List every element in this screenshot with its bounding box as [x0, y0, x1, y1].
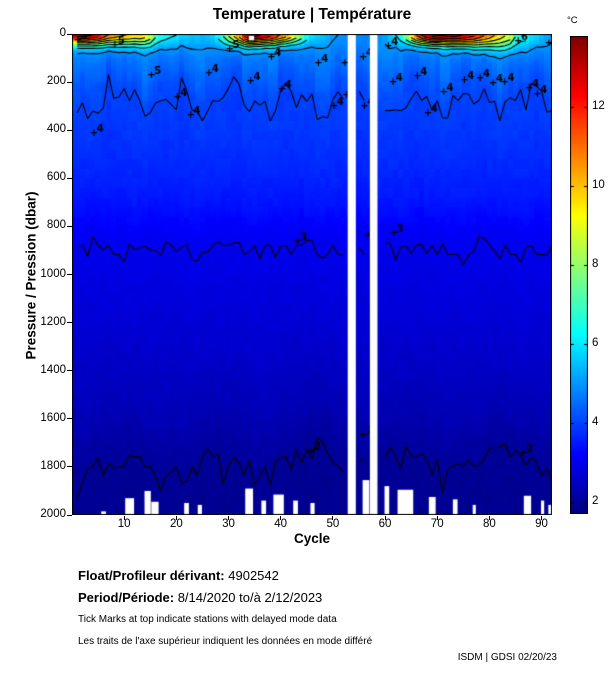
x-axis-tick-label: 90 [535, 518, 548, 530]
x-axis-tick [541, 516, 543, 520]
x-axis-tick [175, 516, 177, 520]
y-axis-tick-label: 1200 [40, 315, 66, 328]
colorbar-tick-label: 12 [592, 100, 605, 113]
y-axis-tick-label: 0 [59, 27, 66, 39]
x-axis-tick-label: 40 [274, 518, 288, 530]
x-axis-tick [123, 516, 125, 520]
x-axis-tick-label: 60 [378, 518, 392, 530]
float-id-line: Float/Profileur dérivant: 4902542 [78, 568, 279, 583]
y-axis-tick [67, 418, 72, 420]
chart-title: Temperature | Température [212, 6, 412, 23]
x-axis-tick [332, 516, 334, 520]
y-axis-tick [67, 177, 72, 179]
x-axis-tick-label: 20 [169, 518, 183, 530]
y-axis-tick-label: 1000 [40, 267, 66, 280]
x-axis-tick [488, 516, 490, 520]
y-axis-tick-label: 600 [46, 171, 66, 184]
x-axis-tick [436, 516, 438, 520]
y-axis-tick [67, 370, 72, 372]
temperature-heatmap [72, 34, 552, 515]
colorbar-tick-label: 10 [592, 179, 605, 192]
period-line: Period/Période: 8/14/2020 to/à 2/12/2023 [78, 590, 322, 605]
y-axis-tick-label: 400 [46, 123, 66, 136]
agency-credit: ISDM | GDSI 02/20/23 [457, 652, 557, 663]
y-axis-tick [67, 33, 72, 35]
float-id-value: 4902542 [228, 568, 279, 583]
x-axis-label: Cycle [293, 531, 331, 546]
x-axis-tick-label: 30 [222, 518, 235, 530]
period-value: 8/14/2020 to/à 2/12/2023 [177, 590, 323, 605]
colorbar-tick-label: 8 [592, 258, 599, 271]
y-axis-tick-label: 800 [46, 219, 66, 232]
x-axis-tick-label: 80 [482, 518, 496, 530]
y-axis-tick [67, 225, 72, 227]
y-axis-tick [67, 129, 72, 131]
colorbar-tick-label: 4 [592, 416, 599, 429]
y-axis-tick-label: 1600 [40, 411, 66, 424]
y-axis-tick [67, 466, 72, 468]
y-axis-tick-label: 2000 [40, 508, 66, 520]
colorbar-tick-label: 2 [592, 495, 599, 508]
y-axis-tick [67, 322, 72, 324]
y-axis-tick [67, 81, 72, 83]
note-french: Les traits de l'axe supérieur indiquent … [78, 636, 373, 647]
colorbar-unit-label: °C [567, 15, 578, 26]
note-english: Tick Marks at top indicate stations with… [78, 614, 337, 625]
y-axis-tick [67, 274, 72, 275]
x-axis-tick [280, 516, 282, 520]
y-axis-tick-label: 1800 [40, 459, 66, 472]
x-axis-tick [384, 516, 386, 520]
colorbar-tick-label: 6 [592, 337, 599, 350]
y-axis-tick-label: 1400 [40, 363, 66, 376]
x-axis-tick-label: 10 [117, 518, 131, 530]
x-axis-tick-label: 50 [326, 518, 340, 530]
colorbar [570, 36, 588, 514]
y-axis-tick-label: 200 [46, 75, 66, 88]
x-axis-tick [228, 516, 230, 520]
float-id-label: Float/Profileur dérivant: [78, 568, 225, 583]
period-label: Period/Période: [78, 590, 175, 605]
x-axis-tick-label: 70 [430, 518, 444, 530]
y-axis-tick [67, 514, 72, 516]
